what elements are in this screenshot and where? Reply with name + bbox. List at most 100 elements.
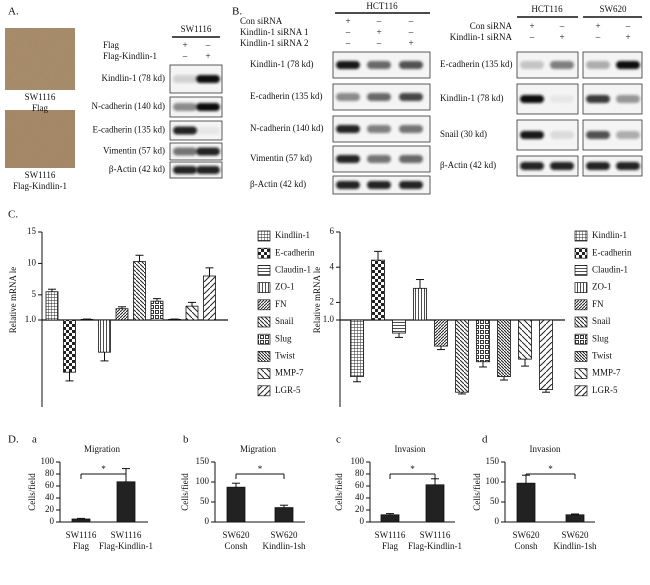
blot-row-label: Vimentin (57 kd) [250, 153, 312, 163]
blot-band [367, 155, 391, 163]
blot-band [586, 131, 610, 139]
condition-label: Kindlin-1 siRNA [450, 32, 513, 42]
blot-band [173, 147, 197, 156]
legend-label: MMP-7 [275, 368, 304, 378]
error-bar [500, 376, 508, 381]
error-bar [395, 333, 403, 338]
y-axis-label: Relative mRNA le [312, 267, 322, 334]
micrograph-texture [5, 110, 75, 168]
condition-sign: + [182, 40, 187, 50]
bar [98, 319, 111, 353]
bar [226, 486, 246, 523]
image-caption: Flag [32, 103, 49, 113]
condition-sign: – [595, 32, 601, 42]
error-bar [386, 513, 394, 515]
error-bar [65, 372, 74, 382]
legend-label: MMP-7 [592, 368, 621, 378]
blot-row-label: Kindlin-1 (78 kd) [440, 93, 504, 103]
blot-box [516, 155, 579, 177]
blot-band [336, 61, 360, 69]
blot-band [520, 61, 544, 69]
blot-band [616, 162, 640, 170]
subpanel-label: b [183, 434, 189, 446]
blot-band [367, 125, 391, 133]
blot-band [399, 155, 423, 163]
legend-label: Slug [592, 333, 609, 343]
legend-swatch [574, 230, 588, 242]
condition-sign: – [182, 51, 188, 61]
image-caption: SW1116 [25, 92, 56, 102]
blot-band [616, 61, 640, 69]
legend-swatch [257, 247, 271, 259]
y-tick-label: 150 [486, 456, 500, 466]
condition-sign: – [345, 27, 351, 37]
y-tick-label: 60 [45, 480, 55, 490]
blot-band [399, 181, 423, 189]
bar [45, 291, 59, 321]
chart-title: Invasion [530, 444, 561, 454]
blot-band [336, 155, 360, 163]
blot-band [616, 131, 640, 139]
y-tick-label: 20 [355, 504, 365, 514]
y-tick-label: 15 [27, 226, 37, 236]
condition-label: Con siRNA [470, 21, 513, 31]
condition-sign: – [205, 40, 211, 50]
blot-band [399, 125, 423, 133]
y-tick-label: 10 [27, 257, 37, 267]
bar [371, 259, 385, 321]
legend-label: Slug [275, 333, 292, 343]
blot-band [616, 95, 640, 103]
legend-label: Twist [592, 350, 612, 360]
x-tick-label: SW620 [271, 530, 299, 540]
x-tick-label: Consh [224, 541, 248, 551]
error-bar [118, 306, 126, 309]
blot-band [367, 61, 391, 69]
blot-box [582, 155, 643, 177]
subpanel-label: d [482, 434, 488, 446]
error-bar [374, 250, 382, 261]
panel-label: C. [8, 209, 18, 221]
blot-band [367, 181, 391, 189]
legend-swatch [257, 316, 271, 328]
legend-swatch [574, 333, 588, 345]
condition-label: Flag [103, 40, 120, 50]
condition-sign: – [376, 16, 382, 26]
blot-band [550, 61, 574, 69]
significance-mark: * [101, 464, 106, 474]
bar [455, 319, 469, 393]
error-bar [135, 254, 144, 262]
bar [274, 507, 294, 523]
y-tick-label: 100 [41, 456, 55, 466]
condition-sign: – [345, 38, 351, 48]
error-bar [77, 517, 85, 519]
bar [476, 319, 490, 363]
bar [413, 287, 427, 321]
bar [539, 319, 553, 390]
legend-label: Snail [275, 316, 294, 326]
image-caption: SW1116 [25, 170, 56, 180]
blot-row-label: N-cadherin (140 kd) [250, 123, 323, 133]
condition-label: Kindlin-1 siRNA 2 [240, 38, 309, 48]
blot-row-label: Snail (30 kd) [440, 129, 487, 139]
blot-band [196, 103, 220, 111]
blot-band [586, 95, 610, 103]
image-caption: Flag-Kindlin-1 [13, 181, 67, 191]
legend-label: LGR-5 [275, 385, 301, 395]
x-tick-label: Flag [382, 541, 399, 551]
blot-row-label: Kindlin-1 (78 kd) [250, 59, 314, 69]
bar [350, 319, 364, 377]
y-axis-label: Cells/field [180, 473, 190, 511]
bar [497, 319, 511, 377]
bar [518, 319, 532, 360]
y-tick-label: 0 [360, 516, 365, 526]
legend-swatch [257, 385, 271, 397]
blot-row-label: β-Actin (42 kd) [440, 160, 496, 170]
blot-band [550, 162, 574, 170]
legend-swatch [257, 282, 271, 293]
y-tick-label: 0 [205, 516, 210, 526]
legend-label: Twist [275, 350, 295, 360]
legend-swatch [574, 299, 588, 311]
blot-band [173, 75, 197, 83]
legend-label: E-cadherin [592, 247, 632, 257]
